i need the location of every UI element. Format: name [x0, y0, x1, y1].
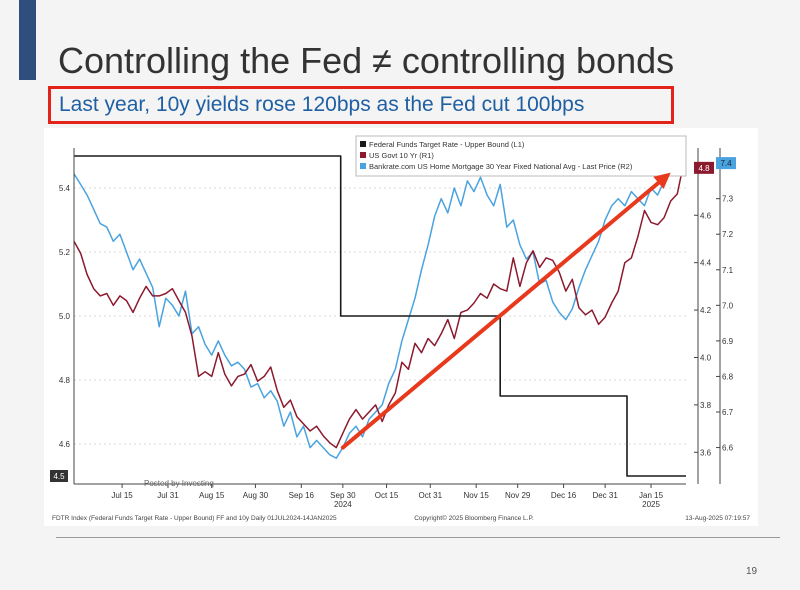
- x-tick-label: Oct 15: [375, 491, 399, 500]
- x-tick-label: Sep 16: [289, 491, 315, 500]
- legend-box: [355, 135, 687, 177]
- fed-funds-line: [74, 155, 686, 477]
- series-layer: [73, 155, 686, 477]
- x-tick-label: Jan 15: [639, 491, 664, 500]
- right2-tick-label: 6.7: [722, 408, 734, 417]
- x-tick-label: Jul 15: [111, 491, 133, 500]
- right2-tick-label: 6.8: [722, 372, 734, 381]
- left-tick-label: 4.6: [59, 440, 71, 449]
- right1-tick-label: 4.4: [700, 259, 712, 268]
- fed-current-value: 4.5: [53, 472, 65, 481]
- legend-swatch: [360, 141, 366, 147]
- us-10y-line: [73, 167, 684, 449]
- legend-swatch: [360, 163, 366, 169]
- trend-arrow: [340, 172, 671, 450]
- axes-layer: [73, 148, 721, 488]
- highlight-box: Last year, 10y yields rose 120bps as the…: [48, 86, 674, 124]
- page-number: 19: [746, 566, 758, 577]
- x-tick-label: Oct 31: [418, 491, 442, 500]
- yield-chart: 5.4 5.2 5.0 4.8 4.6 4.6 4.4 4.2 4.0 3.8 3.6 7.3 7.2 7…: [50, 135, 750, 522]
- x-tick-label: Sep 30: [330, 491, 356, 500]
- right2-tick-label: 7.1: [722, 266, 734, 275]
- right2-tick-label: 7.2: [722, 230, 734, 239]
- chart-legend: Federal Funds Target Rate - Upper Bound …: [355, 135, 687, 177]
- watermark-text: Posted by Investinq: [144, 479, 214, 488]
- right2-tick-label: 7.3: [722, 195, 734, 204]
- mortgage-current-value: 7.4: [720, 159, 732, 168]
- x-tick-label: Jul 31: [157, 491, 179, 500]
- x-tick-year-label: 2025: [642, 500, 660, 509]
- trend-arrow-head: [653, 172, 671, 190]
- accent-bar: [19, 0, 36, 80]
- us10y-current-value: 4.8: [698, 164, 710, 173]
- mortgage-rate-line: [73, 158, 684, 459]
- right1-tick-label: 4.2: [700, 306, 712, 315]
- left-tick-label: 5.2: [59, 248, 71, 257]
- right1-tick-label: 3.8: [700, 401, 712, 410]
- legend-label: Bankrate.com US Home Mortgage 30 Year Fi…: [369, 162, 633, 171]
- us10y-current-value-flag: [694, 161, 714, 174]
- slide-subtitle: Last year, 10y yields rose 120bps as the…: [59, 93, 585, 116]
- legend-swatch: [360, 152, 366, 158]
- legend-label: Federal Funds Target Rate - Upper Bound …: [369, 140, 525, 149]
- chart-panel: 5.4 5.2 5.0 4.8 4.6 4.6 4.4 4.2 4.0 3.8 3.6 7.3 7.2 7…: [44, 128, 758, 526]
- right1-tick-label: 3.6: [700, 448, 712, 457]
- x-tick-label: Dec 16: [551, 491, 577, 500]
- labels-layer: 5.4 5.2 5.0 4.8 4.6 4.6 4.4 4.2 4.0 3.8 3.6 7.3 7.2 7…: [50, 157, 750, 522]
- right2-tick-label: 6.9: [722, 337, 734, 346]
- trend-arrow-shaft: [340, 180, 661, 450]
- right1-tick-label: 4.6: [700, 211, 712, 220]
- right1-tick-label: 4.0: [700, 353, 712, 362]
- source-note-left: FDTR Index (Federal Funds Target Rate - …: [52, 515, 337, 522]
- mortgage-current-value-flag: [716, 157, 736, 170]
- left-tick-label: 5.0: [59, 312, 71, 321]
- legend-label: US Govt 10 Yr (R1): [369, 151, 434, 160]
- x-tick-label: Nov 29: [505, 491, 531, 500]
- fed-current-value-flag: [50, 470, 68, 482]
- left-tick-label: 4.8: [59, 376, 71, 385]
- right2-tick-label: 7.0: [722, 301, 734, 310]
- x-tick-year-label: 2024: [334, 500, 352, 509]
- left-tick-label: 5.4: [59, 184, 71, 193]
- x-tick-label: Aug 15: [199, 491, 225, 500]
- slide-title: Controlling the Fed ≠ controlling bonds: [58, 40, 675, 81]
- x-tick-label: Dec 31: [592, 491, 618, 500]
- x-tick-label: Aug 30: [243, 491, 269, 500]
- x-tick-label: Nov 15: [463, 491, 489, 500]
- right2-tick-label: 6.6: [722, 444, 734, 453]
- source-note-center: Copyright© 2025 Bloomberg Finance L.P.: [414, 514, 534, 522]
- footer-rule: [56, 537, 780, 538]
- source-note-right: 13-Aug-2025 07:19:57: [685, 515, 750, 522]
